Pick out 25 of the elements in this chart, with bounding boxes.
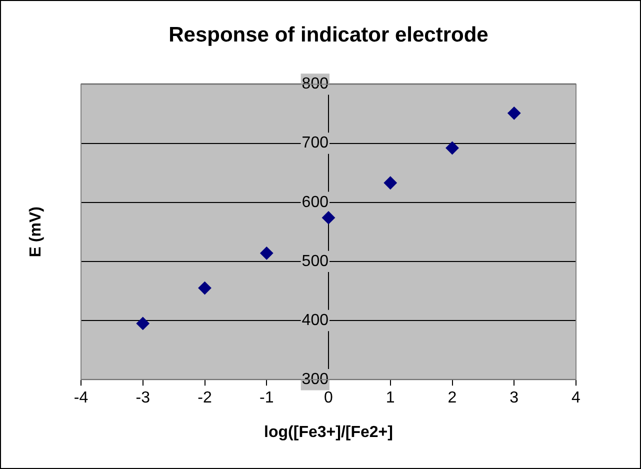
x-tick-label: 4 — [572, 390, 581, 407]
x-tick-label: -1 — [260, 390, 274, 407]
point — [322, 211, 335, 224]
x-tick-label: 0 — [324, 390, 334, 407]
x-tick-label: -2 — [198, 390, 212, 407]
point — [508, 106, 521, 120]
x-tick-label: 1 — [386, 390, 395, 407]
x-tick-label: -3 — [136, 390, 150, 407]
x-tick-label: -4 — [74, 390, 88, 407]
x-tick-label: 2 — [448, 390, 457, 407]
x-axis-title: log([Fe3+]/[Fe2+] — [264, 424, 393, 441]
y-tick-label: 300 — [302, 371, 329, 388]
x-tick-label: 3 — [510, 390, 519, 407]
point — [260, 246, 274, 260]
y-axis-title: E (mV) — [27, 206, 44, 258]
y-tick-label: 800 — [302, 76, 329, 93]
chart-title: Response of indicator electrode — [168, 23, 488, 46]
y-tick-label: 700 — [302, 134, 329, 152]
y-tick-label: 600 — [302, 194, 329, 211]
y-tick-label: 400 — [302, 312, 329, 329]
point — [384, 176, 397, 190]
y-tick-label: 500 — [302, 252, 329, 270]
point — [136, 316, 150, 330]
point — [446, 142, 459, 155]
point — [198, 282, 212, 295]
